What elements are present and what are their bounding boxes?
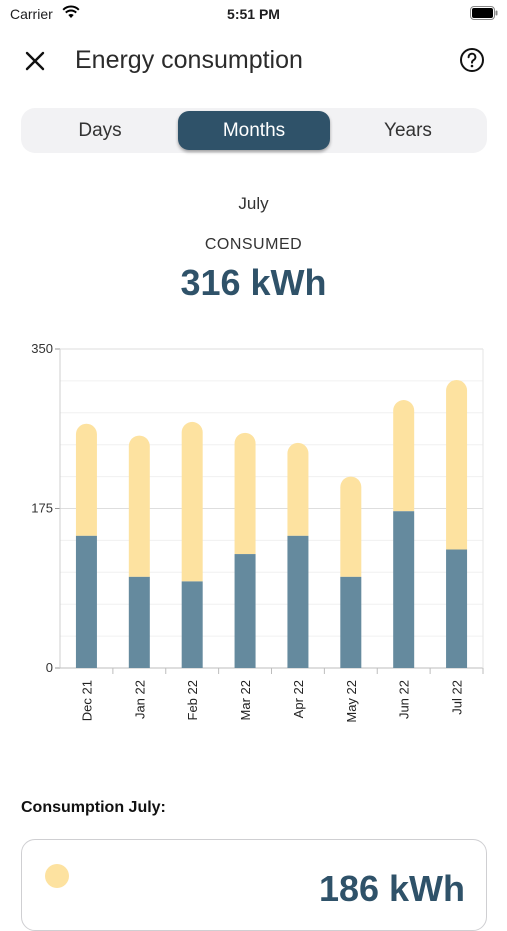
y-tick-label: 175 bbox=[31, 501, 53, 516]
y-tick-label: 0 bbox=[46, 660, 53, 675]
x-tick-label: Jan 22 bbox=[132, 680, 147, 719]
consumed-value: 316 kWh bbox=[180, 262, 327, 303]
bar-segment-top bbox=[446, 379, 468, 550]
consumption-bar-chart: 0 175 350 Dec 21 Jan 22 Feb 22 Mar 22 Apr 22 May… bbox=[31, 341, 484, 723]
period-label: July bbox=[238, 194, 269, 213]
close-icon[interactable] bbox=[22, 48, 48, 74]
breakdown-value: 186 kWh bbox=[318, 868, 465, 909]
breakdown-card: 186 kWh bbox=[21, 839, 487, 931]
wifi-icon bbox=[62, 5, 80, 18]
legend-dot bbox=[45, 864, 69, 888]
y-tick-label: 350 bbox=[31, 341, 53, 356]
status-time: 5:51 PM bbox=[227, 6, 280, 22]
x-tick-label: Jun 22 bbox=[397, 680, 412, 719]
tab-months[interactable]: Months bbox=[178, 111, 330, 150]
carrier-label: Carrier bbox=[10, 6, 53, 22]
x-tick-label: Apr 22 bbox=[291, 680, 306, 718]
battery-icon bbox=[470, 6, 498, 20]
x-tick-label: Mar 22 bbox=[238, 680, 253, 720]
bar-segment-bottom bbox=[287, 535, 309, 668]
x-tick-label: Feb 22 bbox=[185, 680, 200, 720]
bar-segment-top bbox=[181, 421, 203, 582]
bar-segment-bottom bbox=[181, 581, 203, 668]
bar-segment-bottom bbox=[75, 535, 97, 668]
bar-segment-bottom bbox=[234, 554, 256, 668]
x-tick-label: May 22 bbox=[344, 680, 359, 723]
bar-segment-top bbox=[128, 435, 150, 577]
bar-segment-bottom bbox=[128, 576, 150, 668]
consumed-label: CONSUMED bbox=[204, 236, 303, 253]
status-bar: Carrier 5:51 PM bbox=[0, 0, 507, 30]
bar-segment-top bbox=[234, 432, 256, 555]
x-tick-label: Jul 22 bbox=[450, 680, 465, 715]
bar-segment-top bbox=[75, 423, 97, 536]
bar-segment-top bbox=[287, 442, 309, 536]
tab-days[interactable]: Days bbox=[78, 120, 122, 141]
navigation-bar: Energy consumption bbox=[0, 40, 507, 84]
breakdown-title: Consumption July: bbox=[21, 799, 166, 816]
bar-segment-top bbox=[340, 476, 362, 577]
bar-segment-bottom bbox=[446, 549, 468, 668]
x-tick-label: Dec 21 bbox=[79, 680, 94, 721]
tab-years[interactable]: Years bbox=[384, 120, 432, 141]
help-circle-icon[interactable] bbox=[459, 47, 485, 73]
bar-segment-bottom bbox=[393, 511, 415, 668]
page-title: Energy consumption bbox=[75, 46, 303, 74]
bar-segment-top bbox=[393, 400, 415, 512]
bar-segment-bottom bbox=[340, 576, 362, 668]
period-segmented-control: Days Months Years bbox=[21, 108, 487, 153]
